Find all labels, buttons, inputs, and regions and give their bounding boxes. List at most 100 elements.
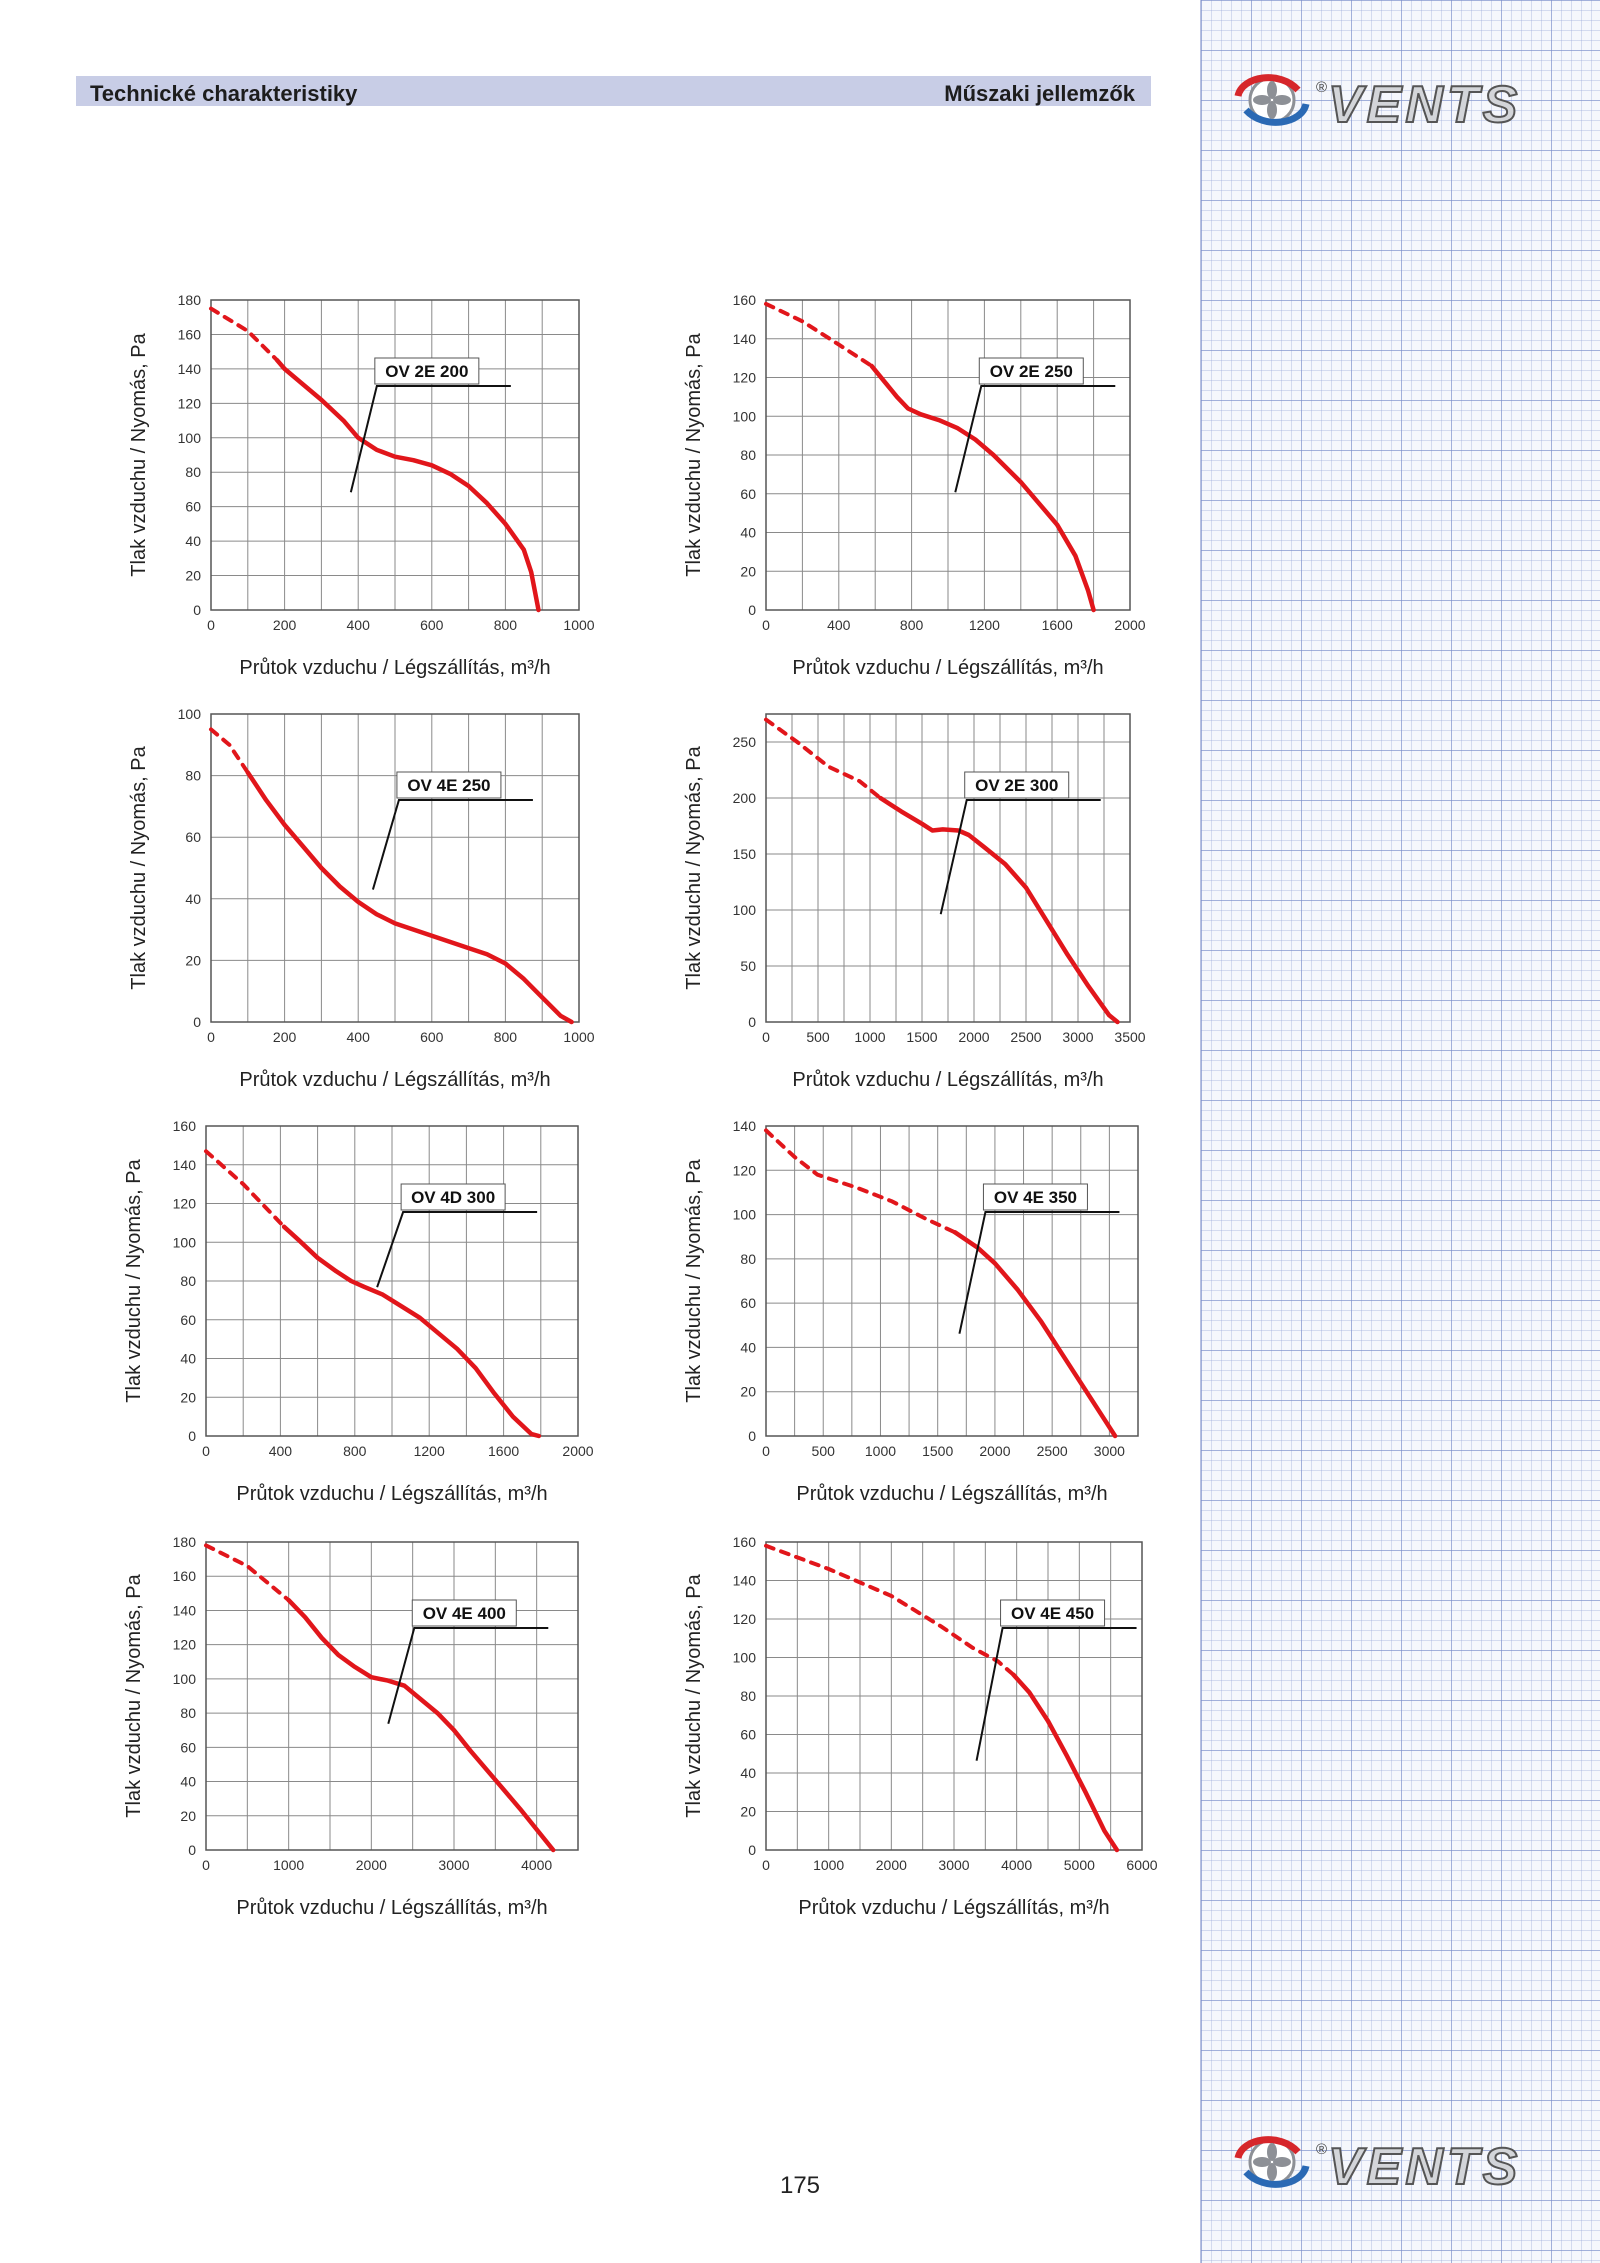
y-tick-label: 250 [733, 734, 757, 750]
y-tick-label: 0 [193, 1014, 201, 1030]
y-tick-label: 100 [178, 430, 202, 446]
y-tick-label: 140 [173, 1157, 197, 1173]
chart-7: 0 1000 2000 3000 4000 0 20 40 60 80 100 120 140 160 18… [123, 1534, 579, 1919]
curve-dashed-segment [764, 1543, 1016, 1677]
plot-frame [765, 299, 1131, 611]
y-tick-label: 120 [733, 370, 757, 386]
x-tick-label: 400 [347, 1029, 371, 1045]
model-label-box [964, 771, 1070, 799]
y-axis-label: Tlak vzduchu / Nyomás, Pa [683, 1158, 705, 1402]
y-tick-label: 60 [740, 486, 756, 502]
model-label-box [396, 771, 502, 799]
model-label: OV 2E 250 [990, 362, 1073, 381]
x-tick-label: 1000 [813, 1857, 844, 1873]
y-axis-label: Tlak vzduchu / Nyomás, Pa [128, 332, 150, 576]
y-tick-label: 100 [733, 1650, 757, 1666]
model-label: OV 2E 200 [385, 362, 468, 381]
vents-logo-bottom: ® VENTS [1234, 2136, 1518, 2194]
y-tick-label: 80 [180, 1273, 196, 1289]
label-leader-line [387, 1627, 549, 1724]
x-tick-label: 800 [494, 617, 518, 633]
x-axis-label: Průtok vzduchu / Légszállítás, m³/h [239, 657, 550, 679]
model-label-box [1000, 1599, 1106, 1627]
y-tick-label: 80 [740, 1688, 756, 1704]
plot-frame [205, 1541, 579, 1851]
model-label: OV 4E 250 [407, 776, 490, 795]
x-tick-label: 4000 [1001, 1857, 1032, 1873]
curve-solid-segment [869, 363, 1096, 613]
y-tick-label: 120 [733, 1611, 757, 1627]
x-tick-label: 2500 [1037, 1443, 1068, 1459]
y-axis-label: Tlak vzduchu / Nyomás, Pa [123, 1573, 145, 1817]
curve-dashed-segment [764, 1128, 957, 1235]
chart-3: 0 200 400 600 800 1000 0 20 40 60 80 100 Tlak vzduch… [128, 706, 595, 1091]
y-tick-label: 120 [173, 1637, 197, 1653]
y-tick-label: 100 [733, 408, 757, 424]
y-tick-label: 100 [733, 1207, 757, 1223]
y-tick-label: 20 [185, 952, 201, 968]
label-leader-line [954, 385, 1116, 493]
x-tick-label: 3000 [1062, 1029, 1093, 1045]
chart-1: 0 200 400 600 800 1000 0 20 40 60 80 100 120 140 160 18… [128, 292, 595, 679]
x-tick-label: 2000 [979, 1443, 1010, 1459]
label-leader-line [975, 1627, 1137, 1761]
x-tick-label: 800 [494, 1029, 518, 1045]
curve-solid-segment [952, 1230, 1118, 1439]
y-tick-label: 200 [733, 790, 757, 806]
y-tick-label: 20 [180, 1808, 196, 1824]
y-tick-label: 0 [748, 1428, 756, 1444]
x-tick-label: 1600 [488, 1443, 519, 1459]
x-tick-label: 0 [762, 1857, 770, 1873]
chart-2: 0 400 800 1200 1600 2000 0 20 40 60 80 100 120 140 160… [683, 292, 1146, 679]
chart-6: 0 500 1000 1500 2000 2500 3000 0 20 40 60 80 100 120 1… [683, 1118, 1139, 1505]
model-label: OV 4D 300 [411, 1188, 495, 1207]
x-tick-label: 0 [762, 1029, 770, 1045]
y-tick-label: 20 [740, 563, 756, 579]
x-axis-label: Průtok vzduchu / Légszállítás, m³/h [236, 1897, 547, 1919]
plot-frame [765, 1541, 1143, 1851]
y-axis-label: Tlak vzduchu / Nyomás, Pa [683, 332, 705, 576]
curve-dashed-segment [209, 727, 250, 775]
label-leader-line [939, 799, 1101, 915]
y-tick-label: 120 [178, 395, 202, 411]
x-tick-label: 2000 [562, 1443, 593, 1459]
y-axis-label: Tlak vzduchu / Nyomás, Pa [683, 1573, 705, 1817]
x-tick-label: 0 [762, 1443, 770, 1459]
header-title-left: Technické charakteristiky [90, 81, 358, 106]
curve-dashed-segment [764, 301, 874, 368]
y-axis-label: Tlak vzduchu / Nyomás, Pa [683, 745, 705, 989]
plot-frame [205, 1125, 579, 1437]
y-tick-label: 80 [740, 1251, 756, 1267]
label-leader-line [371, 799, 533, 890]
x-tick-label: 1500 [906, 1029, 937, 1045]
x-tick-label: 0 [762, 617, 770, 633]
y-tick-label: 40 [180, 1351, 196, 1367]
y-tick-label: 0 [748, 1014, 756, 1030]
y-tick-label: 160 [173, 1118, 197, 1134]
curve-solid-segment [1011, 1672, 1120, 1853]
y-tick-label: 40 [740, 525, 756, 541]
x-tick-label: 3000 [938, 1857, 969, 1873]
x-axis-label: Průtok vzduchu / Légszállítás, m³/h [236, 1483, 547, 1505]
x-tick-label: 1000 [854, 1029, 885, 1045]
curve-solid-segment [878, 795, 1120, 1025]
model-label: OV 4E 450 [1011, 1604, 1094, 1623]
x-tick-label: 2000 [958, 1029, 989, 1045]
x-tick-label: 1200 [969, 617, 1000, 633]
x-tick-label: 2500 [1010, 1029, 1041, 1045]
y-tick-label: 160 [173, 1568, 197, 1584]
x-tick-label: 2000 [876, 1857, 907, 1873]
x-tick-label: 0 [202, 1443, 210, 1459]
x-tick-label: 3500 [1114, 1029, 1145, 1045]
y-tick-label: 140 [733, 331, 757, 347]
x-tick-label: 0 [207, 617, 215, 633]
label-leader-line [376, 1211, 538, 1288]
x-tick-label: 0 [202, 1857, 210, 1873]
x-tick-label: 400 [827, 617, 851, 633]
curve-solid-segment [281, 1224, 542, 1439]
fan-curve-charts: 0 200 400 600 800 100002040608010012014016018… [123, 292, 1158, 1919]
plot-frame [765, 713, 1131, 1023]
x-tick-label: 500 [812, 1443, 836, 1459]
y-tick-label: 140 [173, 1602, 197, 1618]
x-tick-label: 800 [343, 1443, 367, 1459]
